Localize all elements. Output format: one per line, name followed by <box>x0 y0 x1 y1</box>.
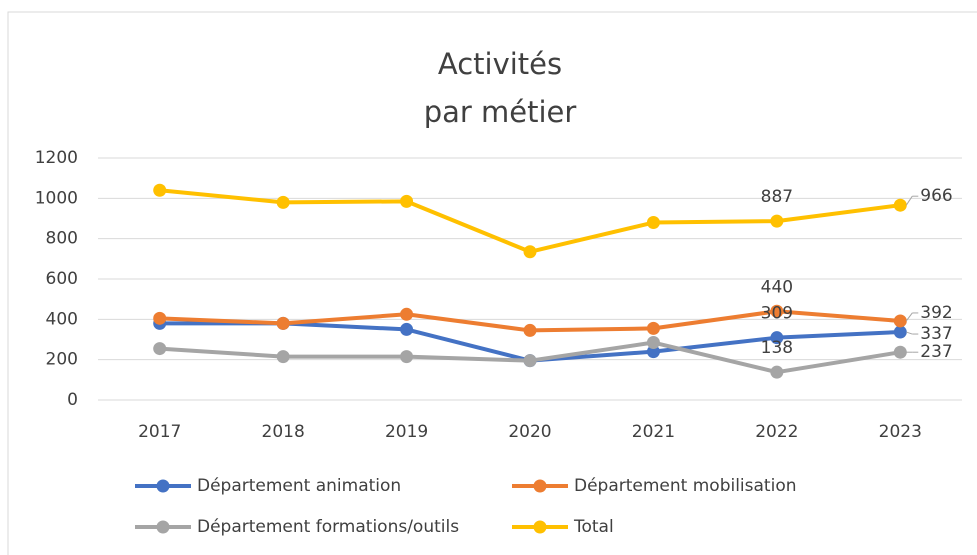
data-point <box>276 350 290 364</box>
legend-label: Département formations/outils <box>197 517 459 537</box>
x-tick-label: 2021 <box>632 422 675 442</box>
x-tick-label: 2019 <box>385 422 428 442</box>
x-tick-label: 2018 <box>262 422 305 442</box>
data-point <box>893 198 907 212</box>
y-tick-label: 0 <box>67 390 78 410</box>
y-tick-label: 800 <box>46 229 78 249</box>
x-tick-label: 2023 <box>879 422 922 442</box>
data-point <box>400 194 414 208</box>
data-point <box>523 323 537 337</box>
data-point <box>770 304 784 318</box>
data-point <box>893 325 907 339</box>
y-tick-label: 1200 <box>35 148 78 168</box>
data-point <box>153 183 167 197</box>
data-point <box>153 311 167 325</box>
chart-title: Activités par métier <box>423 47 577 129</box>
leader-line <box>906 331 913 335</box>
y-tick-label: 200 <box>46 350 78 370</box>
data-point <box>153 342 167 356</box>
y-tick-label: 1000 <box>35 188 78 208</box>
legend-marker <box>156 520 170 534</box>
y-tick-label: 400 <box>46 309 78 329</box>
data-point <box>276 195 290 209</box>
legend-label: Département animation <box>197 476 401 496</box>
data-label: 440 <box>761 277 793 297</box>
data-point <box>523 245 537 259</box>
data-label: 237 <box>920 342 952 362</box>
leader-line <box>905 312 913 322</box>
y-tick-label: 600 <box>46 269 78 289</box>
data-point <box>893 314 907 328</box>
data-point <box>770 365 784 379</box>
legend-marker <box>533 520 547 534</box>
x-tick-label: 2020 <box>508 422 551 442</box>
x-tick-label: 2022 <box>755 422 798 442</box>
data-label: 966 <box>920 186 952 206</box>
data-point <box>523 354 537 368</box>
data-point <box>400 350 414 364</box>
data-point <box>893 345 907 359</box>
chart-border <box>7 11 977 555</box>
legend-marker <box>156 479 170 493</box>
data-point <box>400 322 414 336</box>
data-point <box>770 331 784 345</box>
data-point <box>646 216 660 230</box>
data-label: 309 <box>761 304 793 324</box>
data-label: 138 <box>761 338 793 358</box>
legend-label: Total <box>573 517 614 537</box>
data-point <box>400 307 414 321</box>
data-label: 337 <box>920 324 952 344</box>
data-label: 887 <box>761 187 793 207</box>
x-tick-label: 2017 <box>138 422 181 442</box>
data-point <box>276 316 290 330</box>
data-point <box>646 345 660 359</box>
data-label: 392 <box>920 303 952 323</box>
data-point <box>646 321 660 335</box>
leader-line <box>905 195 913 206</box>
legend-marker <box>533 479 547 493</box>
data-point <box>646 336 660 350</box>
data-point <box>770 214 784 228</box>
legend-label: Département mobilisation <box>574 476 797 496</box>
